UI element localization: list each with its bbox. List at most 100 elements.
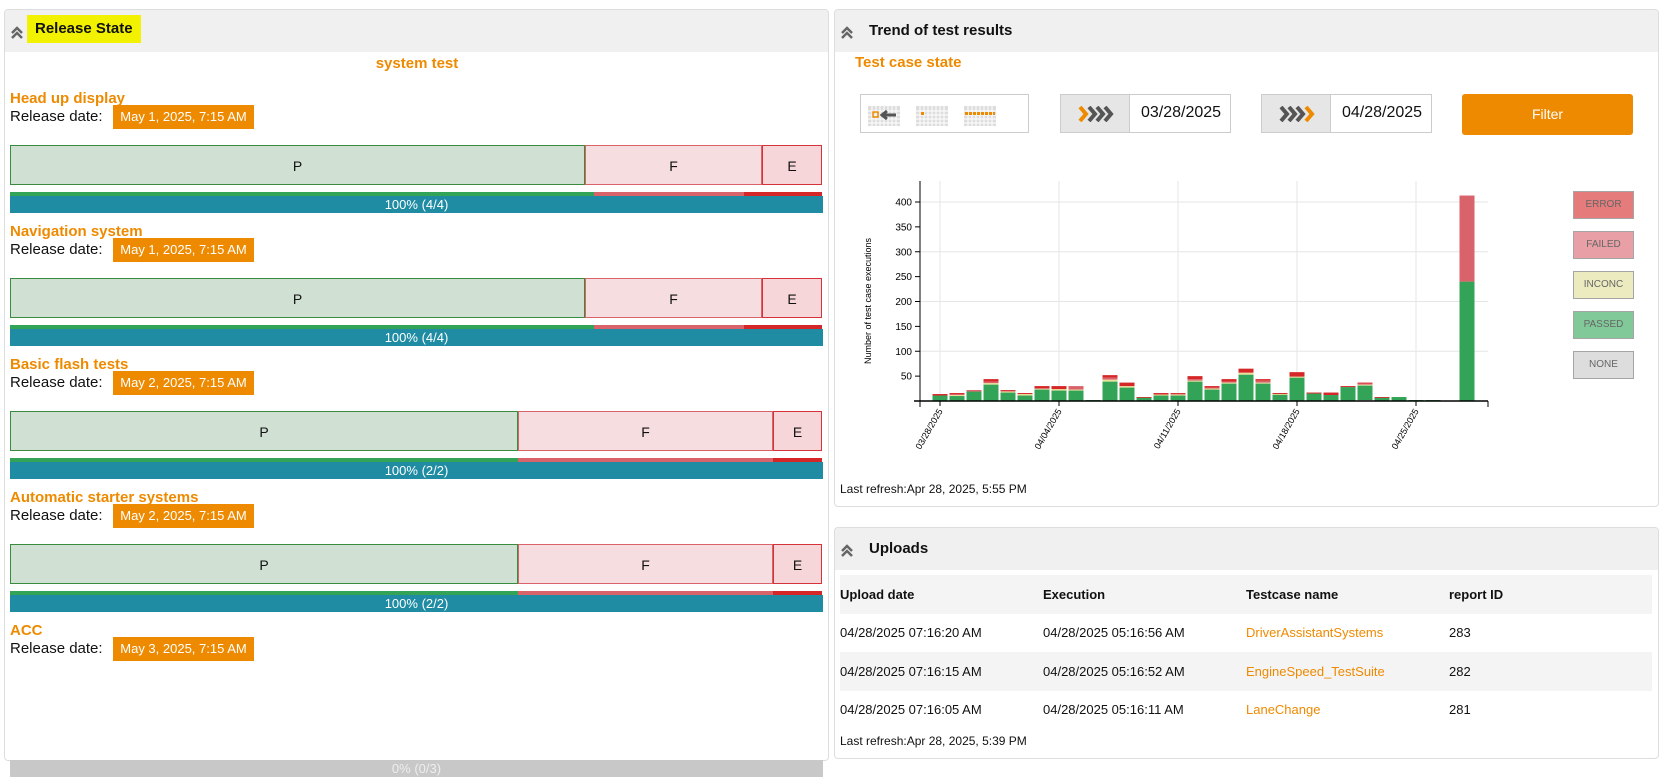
panel-header: Release State	[5, 10, 828, 52]
bar-passed-04/11/2025	[1170, 395, 1186, 401]
report-id: 282	[1449, 652, 1652, 691]
error-line	[744, 192, 822, 196]
passed-segment[interactable]: P	[10, 278, 585, 318]
bar-inconc-03/29/2025	[949, 395, 965, 397]
error-segment[interactable]: E	[773, 411, 822, 451]
bar-inconc-04/07/2025	[1102, 379, 1118, 382]
trend-subtitle: Test case state	[855, 54, 962, 71]
legend-none[interactable]: NONE	[1573, 351, 1634, 379]
bar-error-04/10/2025	[1153, 393, 1169, 395]
error-line	[744, 325, 822, 329]
failed-segment[interactable]: F	[518, 411, 773, 451]
from-date-field[interactable]: 03/28/2025	[1060, 94, 1231, 133]
failed-segment[interactable]: F	[518, 544, 773, 584]
release-date-label: Release date:	[10, 374, 103, 391]
x-tick-label: 04/25/2025	[1390, 407, 1421, 451]
bar-error-04/03/2025	[1034, 386, 1050, 389]
start-arrows-icon	[1078, 106, 1114, 122]
bar-error-04/21/2025	[1340, 386, 1356, 388]
release-date-label: Release date:	[10, 507, 103, 524]
bar-failed-04/11/2025	[1170, 393, 1186, 395]
y-tick-label: 300	[895, 247, 912, 258]
bar-passed-04/21/2025	[1340, 387, 1356, 401]
testcase-link[interactable]: DriverAssistantSystems	[1246, 625, 1384, 641]
bar-inconc-04/15/2025	[1238, 372, 1254, 375]
error-segment[interactable]: E	[762, 145, 822, 185]
failed-segment[interactable]: F	[585, 278, 762, 318]
bar-error-04/08/2025	[1119, 382, 1135, 387]
progress-bar: 100% (2/2)	[10, 595, 823, 612]
table-row: 04/28/2025 07:16:20 AM 04/28/2025 05:16:5…	[840, 614, 1652, 653]
bar-inconc-04/13/2025	[1204, 388, 1220, 390]
x-tick-label: 03/28/2025	[914, 407, 945, 451]
failed-line	[594, 325, 744, 329]
bar-passed-04/19/2025	[1306, 393, 1322, 401]
failed-segment[interactable]: F	[585, 145, 762, 185]
calendar-previous-icon[interactable]	[868, 104, 900, 126]
trend-chart: 50 100 150 200 250 300 350 400 03/28/2025 04/04/2…	[863, 181, 1489, 451]
bar-failed-03/31/2025	[983, 381, 999, 384]
execution-date: 04/28/2025 05:16:56 AM	[1043, 625, 1185, 641]
bar-passed-03/31/2025	[983, 384, 999, 401]
bar-passed-04/08/2025	[1119, 387, 1135, 401]
column-header[interactable]: Upload date	[840, 575, 1043, 614]
progress-bar: 100% (2/2)	[10, 462, 823, 479]
legend-error[interactable]: ERROR	[1573, 191, 1634, 219]
bar-inconc-04/10/2025	[1153, 394, 1169, 396]
error-segment[interactable]: E	[762, 278, 822, 318]
progress-bar: 0% (0/3)	[10, 760, 823, 777]
legend-passed[interactable]: PASSED	[1573, 311, 1634, 339]
uploads-panel: Uploads	[834, 527, 1659, 759]
calendar-month-icon[interactable]	[964, 104, 996, 126]
progress-bar: 100% (4/4)	[10, 329, 823, 346]
filter-button[interactable]: Filter	[1462, 94, 1633, 135]
bar-error-04/23/2025	[1374, 397, 1390, 398]
passed-segment[interactable]: P	[10, 411, 518, 451]
bar-error-04/12/2025	[1187, 376, 1203, 380]
bar-error-04/16/2025	[1255, 379, 1271, 381]
passed-segment[interactable]: P	[10, 145, 585, 185]
bar-passed-04/15/2025	[1238, 374, 1254, 401]
column-header[interactable]: report ID	[1449, 575, 1652, 614]
bar-error-04/07/2025	[1102, 375, 1118, 378]
bar-failed-04/07/2025	[1102, 377, 1118, 380]
bar-passed-04/16/2025	[1255, 383, 1271, 401]
release-date-label: Release date:	[10, 640, 103, 657]
release-date-badge: May 3, 2025, 7:15 AM	[113, 637, 254, 661]
upload-date: 04/28/2025 07:16:05 AM	[840, 702, 982, 718]
bar-error-04/15/2025	[1238, 368, 1254, 373]
bar-passed-04/07/2025	[1102, 381, 1118, 401]
column-header[interactable]: Execution	[1043, 575, 1246, 614]
bar-error-04/13/2025	[1204, 386, 1220, 388]
bar-passed-04/03/2025	[1034, 389, 1050, 401]
bar-passed-04/22/2025	[1357, 385, 1373, 401]
y-tick-label: 400	[895, 198, 912, 209]
passed-segment[interactable]: P	[10, 544, 518, 584]
y-tick-label: 250	[895, 272, 912, 283]
collapse-chevron-icon[interactable]	[841, 26, 853, 40]
bar-inconc-04/08/2025	[1119, 386, 1135, 388]
to-date-field[interactable]: 04/28/2025	[1261, 94, 1432, 133]
y-tick-label: 100	[895, 347, 912, 358]
bar-passed-04/23/2025	[1374, 397, 1390, 401]
bar-passed-04/12/2025	[1187, 381, 1203, 401]
bar-inconc-04/22/2025	[1357, 384, 1373, 386]
bar-error-04/22/2025	[1357, 382, 1373, 384]
column-header[interactable]: Testcase name	[1246, 575, 1449, 614]
bar-inconc-04/18/2025	[1289, 376, 1305, 378]
execution-date: 04/28/2025 05:16:52 AM	[1043, 652, 1246, 691]
bar-passed-04/14/2025	[1221, 383, 1237, 401]
bar-passed-04/01/2025	[1000, 392, 1016, 401]
error-line	[773, 591, 822, 595]
progress-bar: 100% (4/4)	[10, 196, 823, 213]
legend-inconc[interactable]: INCONC	[1573, 271, 1634, 299]
calendar-today-icon[interactable]	[916, 104, 948, 126]
testcase-link[interactable]: EngineSpeed_TestSuite	[1246, 652, 1449, 691]
testcase-link[interactable]: LaneChange	[1246, 702, 1321, 718]
collapse-chevron-icon[interactable]	[841, 544, 853, 558]
legend-failed[interactable]: FAILED	[1573, 231, 1634, 259]
failed-line	[594, 192, 744, 196]
bar-passed-04/17/2025	[1272, 394, 1288, 401]
collapse-chevron-icon[interactable]	[11, 26, 23, 40]
error-segment[interactable]: E	[773, 544, 822, 584]
